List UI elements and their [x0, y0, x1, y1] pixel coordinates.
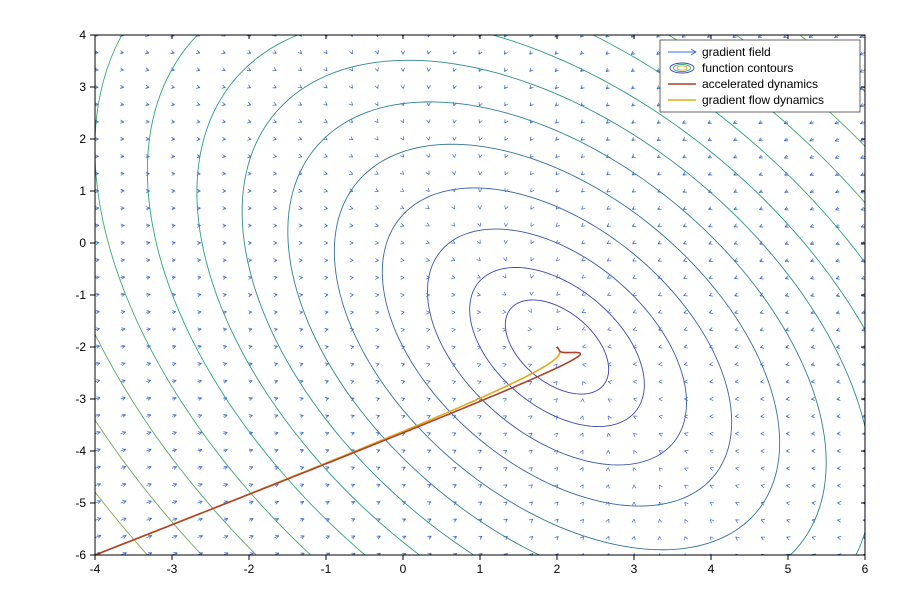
- svg-text:1: 1: [477, 562, 484, 576]
- svg-text:2: 2: [554, 562, 561, 576]
- svg-text:1: 1: [79, 184, 86, 198]
- svg-text:-3: -3: [75, 392, 86, 406]
- svg-text:-4: -4: [75, 444, 86, 458]
- svg-text:-3: -3: [167, 562, 178, 576]
- legend-label: accelerated dynamics: [702, 77, 818, 91]
- svg-text:5: 5: [785, 562, 792, 576]
- legend-label: gradient flow dynamics: [702, 93, 824, 107]
- svg-text:4: 4: [708, 562, 715, 576]
- svg-text:4: 4: [79, 28, 86, 42]
- vector-field-chart: -4 -3 -2 -1 0 1 2 3 4 5 6 -6 -5 -4 -3 -2 -1 0 1 2 3 4 gradient…: [0, 0, 900, 600]
- legend-label: gradient field: [702, 45, 771, 59]
- svg-text:0: 0: [79, 236, 86, 250]
- svg-text:-2: -2: [244, 562, 255, 576]
- svg-text:-4: -4: [90, 562, 101, 576]
- svg-text:-2: -2: [75, 340, 86, 354]
- svg-text:-5: -5: [75, 496, 86, 510]
- svg-text:0: 0: [400, 562, 407, 576]
- svg-text:2: 2: [79, 132, 86, 146]
- svg-text:-1: -1: [321, 562, 332, 576]
- svg-text:-6: -6: [75, 548, 86, 562]
- gradient-flow-trajectory: [95, 347, 560, 555]
- svg-text:3: 3: [631, 562, 638, 576]
- legend-label: function contours: [702, 61, 793, 75]
- svg-text:-1: -1: [75, 288, 86, 302]
- svg-text:3: 3: [79, 80, 86, 94]
- svg-text:6: 6: [862, 562, 869, 576]
- legend: gradient field function contours accelerat…: [660, 40, 860, 112]
